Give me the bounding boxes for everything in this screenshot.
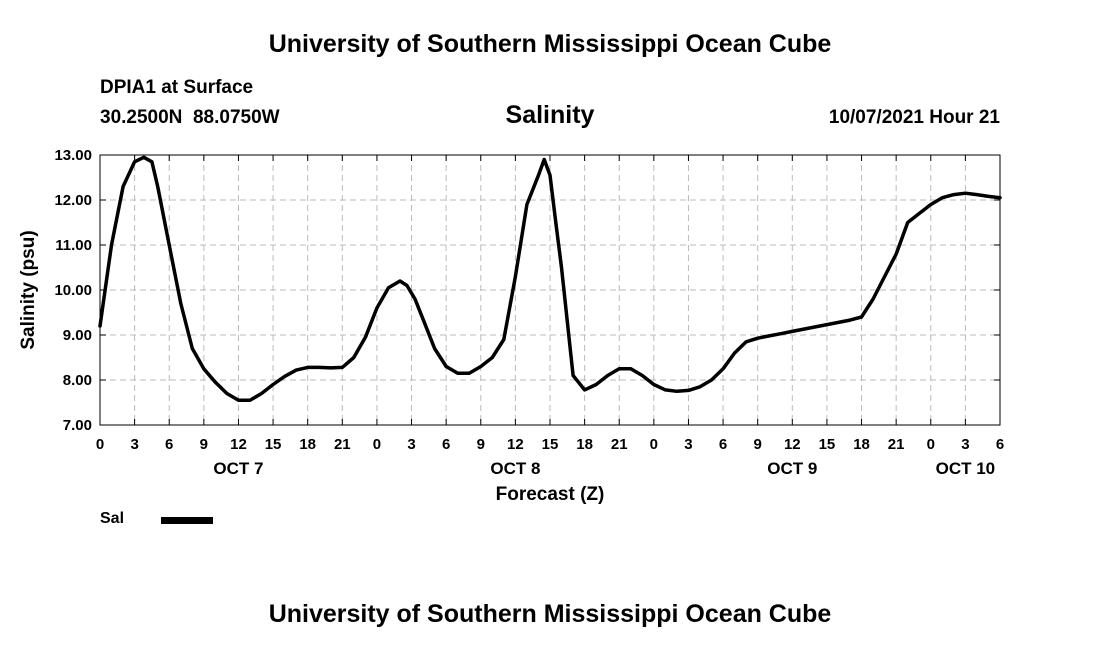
x-tick-label: 0 xyxy=(650,436,658,453)
x-tick-label: 21 xyxy=(611,436,628,453)
x-tick-label: 9 xyxy=(200,436,208,453)
x-tick-label: 6 xyxy=(165,436,173,453)
x-tick-label: 6 xyxy=(442,436,450,453)
x-tick-label: 18 xyxy=(576,436,593,453)
x-tick-label: 18 xyxy=(853,436,870,453)
x-tick-label: 15 xyxy=(542,436,559,453)
x-tick-label: 21 xyxy=(334,436,351,453)
y-tick-label: 9.00 xyxy=(63,327,92,344)
x-tick-label: 3 xyxy=(407,436,415,453)
x-tick-label: 3 xyxy=(130,436,138,453)
x-tick-label: 15 xyxy=(265,436,282,453)
parameter-title: Salinity xyxy=(505,101,595,129)
y-tick-label: 10.00 xyxy=(54,282,92,299)
day-label: OCT 8 xyxy=(490,459,540,478)
legend-label: Sal xyxy=(100,510,125,527)
x-tick-label: 0 xyxy=(96,436,104,453)
x-tick-label: 21 xyxy=(888,436,905,453)
day-label: OCT 9 xyxy=(767,459,817,478)
x-tick-label: 6 xyxy=(996,436,1004,453)
chart-bottom-title: University of Southern Mississippi Ocean… xyxy=(268,600,832,628)
x-axis-label: Forecast (Z) xyxy=(496,484,605,505)
series-line-salinity xyxy=(98,155,1002,403)
x-tick-label: 12 xyxy=(507,436,524,453)
x-tick-label: 6 xyxy=(719,436,727,453)
x-tick-label: 3 xyxy=(684,436,692,453)
x-tick-label: 9 xyxy=(477,436,485,453)
y-tick-label: 11.00 xyxy=(55,237,92,254)
y-tick-label: 7.00 xyxy=(63,417,92,434)
y-tick-label: 13.00 xyxy=(54,147,92,164)
y-axis-label: Salinity (psu) xyxy=(18,230,39,349)
day-label: OCT 7 xyxy=(213,459,263,478)
x-tick-label: 0 xyxy=(373,436,381,453)
x-tick-label: 12 xyxy=(230,436,247,453)
x-tick-label: 12 xyxy=(784,436,801,453)
station-label: DPIA1 at Surface xyxy=(100,77,254,98)
legend-swatch xyxy=(161,517,213,524)
chart-top-title: University of Southern Mississippi Ocean… xyxy=(268,30,832,58)
x-tick-label: 9 xyxy=(754,436,762,453)
day-label: OCT 10 xyxy=(936,459,996,478)
y-tick-label: 8.00 xyxy=(63,372,92,389)
x-tick-label: 3 xyxy=(961,436,969,453)
coordinates-label: 30.2500N 88.0750W xyxy=(100,107,280,128)
x-tick-label: 15 xyxy=(819,436,836,453)
x-tick-label: 0 xyxy=(927,436,935,453)
x-tick-label: 18 xyxy=(299,436,316,453)
y-tick-label: 12.00 xyxy=(54,192,92,209)
date-stamp: 10/07/2021 Hour 21 xyxy=(828,107,1000,128)
